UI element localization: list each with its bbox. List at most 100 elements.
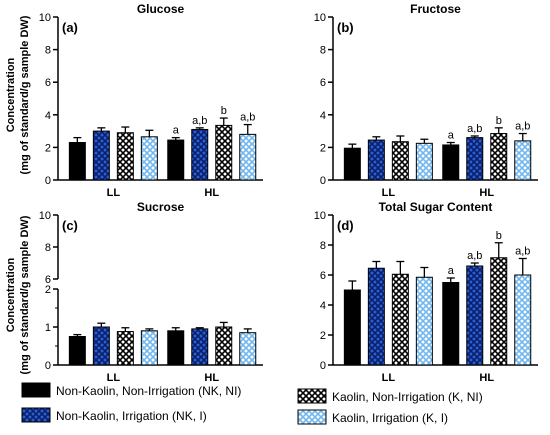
significance-label: a,b: [515, 246, 530, 258]
y-tick-label: 0: [45, 360, 51, 372]
legend-swatch-nk-ni: [21, 382, 51, 398]
panel-label: (a): [62, 20, 78, 35]
x-tick-label: LL: [107, 372, 121, 384]
bar-nk-ni-ll: [68, 142, 86, 181]
panel-title: Fructose: [410, 2, 461, 16]
panel-title: Sucrose: [137, 200, 185, 214]
bar-nk-ni-ll: [343, 289, 361, 366]
bar-nk-i-ll: [367, 139, 385, 181]
significance-label: a: [448, 130, 455, 142]
panel-0: 0 2 4 6 8 10 Glucose (a) LL a a,b b a,b HL: [39, 2, 263, 199]
panels: 0246810Glucose(a)LLaa,bba,bHL0246810Fruc…: [39, 2, 538, 384]
panel-1: 0 2 4 6 8 10 Fructose (b) LL a a,b b a,b HL: [314, 2, 538, 199]
y-tick-label: 0: [320, 175, 326, 187]
panel-3: 0 2 4 6 8 10 Total Sugar Content (d) LL a a,b b a,b H…: [314, 200, 538, 384]
x-tick-label: HL: [479, 187, 494, 199]
y-tick-label: 4: [320, 110, 326, 122]
legend-label-nk-i: Non-Kaolin, Irrigation (NK, I): [56, 409, 207, 423]
panel-label: (c): [62, 218, 78, 233]
bar-k-ni-ll: [391, 141, 409, 181]
y-axis-label-top: Concentration: [5, 57, 17, 132]
bar-k-ni-hl: [490, 133, 508, 181]
legend-item-k-ni: Kaolin, Non-Irrigation (K, NI): [297, 388, 483, 404]
y-tick-label: 1: [45, 322, 51, 334]
y-tick-label: 10: [39, 210, 51, 222]
x-tick-label: HL: [204, 372, 219, 384]
significance-label: b: [221, 105, 227, 117]
bar-nk-ni-hl: [442, 144, 460, 181]
y-tick-label: 8: [320, 240, 326, 252]
y-tick-label: 10: [314, 12, 326, 24]
bar-k-i-ll: [415, 142, 433, 181]
panel-title: Total Sugar Content: [379, 200, 493, 214]
bar-k-i-hl: [514, 140, 532, 181]
y-tick-label: 8: [45, 45, 51, 57]
legend-swatch-k-i: [297, 409, 327, 425]
bar-nk-i-hl: [466, 137, 484, 181]
y-tick-label: 6: [320, 77, 326, 89]
significance-label: a: [448, 265, 455, 277]
bar-k-i-hl: [514, 274, 532, 366]
bar-nk-ni-hl: [442, 282, 460, 366]
y-tick-label: 6: [320, 270, 326, 282]
bar-k-ni-ll: [116, 331, 134, 366]
bar-k-i-hl: [239, 332, 257, 366]
y-axis-label-top-line2: (mg of standard/g sample DW): [19, 15, 31, 174]
x-tick-label: LL: [382, 372, 396, 384]
y-tick-label: 2: [45, 284, 51, 296]
legend-label-nk-ni: Non-Kaolin, Non-Irrigation (NK, NI): [56, 384, 241, 398]
significance-label: a: [173, 125, 180, 137]
bar-k-ni-hl: [215, 326, 233, 366]
bar-k-ni-ll: [391, 273, 409, 366]
significance-label: a,b: [515, 121, 530, 133]
legend-item-nk-i: Non-Kaolin, Irrigation (NK, I): [21, 407, 207, 423]
bar-k-ni-hl: [490, 257, 508, 366]
y-tick-label: 8: [45, 242, 51, 254]
bar-nk-ni-ll: [68, 336, 86, 366]
bar-nk-i-ll: [92, 326, 110, 366]
y-axis-label-bottom-line2: (mg of standard/g sample DW): [19, 215, 31, 374]
legend-label-k-i: Kaolin, Irrigation (K, I): [332, 411, 448, 425]
y-tick-label: 4: [320, 300, 326, 312]
panel-label: (d): [337, 218, 354, 233]
bar-nk-ni-hl: [167, 330, 185, 366]
bar-k-i-ll: [140, 330, 158, 366]
y-axis-label-bottom: Concentration: [5, 257, 17, 332]
bar-k-ni-hl: [215, 124, 233, 181]
legend-swatch-k-ni: [297, 388, 327, 404]
y-tick-label: 4: [45, 110, 51, 122]
y-tick-label: 10: [314, 210, 326, 222]
legend-item-k-i: Kaolin, Irrigation (K, I): [297, 409, 448, 425]
legend: Non-Kaolin, Non-Irrigation (NK, NI) Non-…: [21, 382, 483, 425]
panel-title: Glucose: [137, 2, 185, 16]
y-tick-label: 0: [320, 360, 326, 372]
significance-label: a,b: [467, 123, 482, 135]
y-tick-label: 2: [45, 142, 51, 154]
x-tick-label: LL: [382, 187, 396, 199]
panel-2: 6 8 10 0 1 2 Sucrose (c) LL HL: [39, 200, 263, 384]
y-tick-label: 6: [45, 274, 51, 286]
y-tick-label: 2: [320, 142, 326, 154]
bar-nk-i-hl: [191, 128, 209, 181]
significance-label: a,b: [467, 250, 482, 262]
y-tick-label: 10: [39, 12, 51, 24]
bar-nk-ni-hl: [167, 139, 185, 181]
significance-label: b: [496, 230, 502, 242]
legend-label-k-ni: Kaolin, Non-Irrigation (K, NI): [332, 390, 483, 404]
bar-k-i-hl: [239, 133, 257, 181]
bar-k-ni-ll: [116, 132, 134, 181]
bar-k-i-ll: [415, 276, 433, 366]
y-tick-label: 0: [45, 175, 51, 187]
significance-label: a,b: [192, 115, 207, 127]
panel-label: (b): [337, 20, 354, 35]
significance-label: a,b: [240, 112, 255, 124]
legend-item-nk-ni: Non-Kaolin, Non-Irrigation (NK, NI): [21, 382, 241, 398]
x-tick-label: LL: [107, 187, 121, 199]
bar-nk-ni-ll: [343, 147, 361, 181]
significance-label: b: [496, 115, 502, 127]
legend-swatch-nk-i: [21, 407, 51, 423]
y-tick-label: 8: [320, 45, 326, 57]
y-tick-label: 2: [320, 330, 326, 342]
bar-k-i-ll: [140, 136, 158, 181]
bar-nk-i-hl: [466, 265, 484, 366]
